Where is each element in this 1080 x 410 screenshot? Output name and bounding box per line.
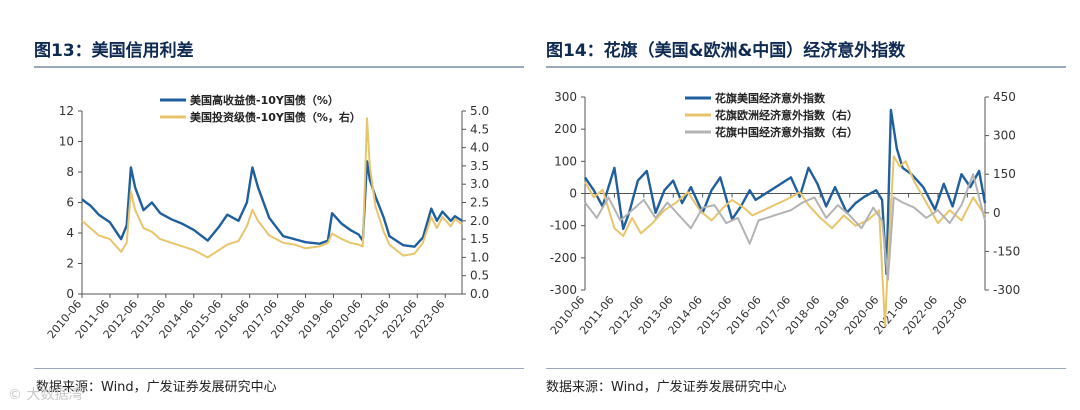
fig13-right-tick-label: 3.5 [470, 159, 489, 173]
figure-13-title: 图13：美国信用利差 [34, 41, 194, 61]
figure-13-chart: 0 2 4 6 8 10 12 0.0 0.5 1.0 1.5 2.0 2.5 3.0 3.5 4.0 4.5 5… [45, 93, 489, 341]
figure-14-title: 图14：花旗（美国&欧洲&中国）经济意外指数 [546, 41, 906, 61]
fig14-left-tick-label: -300 [550, 283, 577, 297]
fig14-legend-label-3: 花旗中国经济意外指数（右） [715, 125, 858, 139]
fig14-right-tick-label: -300 [993, 283, 1020, 297]
fig13-legend-label-1: 美国高收益债-10Y国债（%） [190, 93, 339, 107]
fig13-right-tick-label: 0.5 [470, 269, 489, 283]
fig13-right-tick-label: 3.0 [470, 177, 489, 191]
figure-13-panel: 图13：美国信用利差 0 2 4 6 8 10 12 0.0 0.5 1.0 1.5 2.0 2.5 3.… [0, 0, 530, 410]
figure-14-panel: 图14：花旗（美国&欧洲&中国）经济意外指数 -300 -200 -100 0 100 2… [540, 0, 1080, 410]
figure-13-title-rule [34, 66, 524, 68]
fig14-left-tick-label: 300 [554, 90, 577, 104]
fig13-legend-label-2: 美国投资级债-10Y国债（%，右） [190, 110, 361, 124]
figure-14-title-rule [546, 66, 1066, 68]
figure-14-chart: -300 -200 -100 0 100 200 300 -300 -150 0 150 300 450… [548, 90, 1020, 337]
figure-13-source-rule [34, 368, 524, 369]
figure-14-source: 数据来源：Wind，广发证券发展研究中心 [546, 380, 787, 395]
fig14-left-tick-label: -100 [550, 219, 577, 233]
fig13-right-tick-label: 2.0 [470, 214, 489, 228]
fig14-legend-label-1: 花旗美国经济意外指数 [715, 91, 826, 105]
fig14-legend-label-2: 花旗欧洲经济意外指数（右） [715, 108, 858, 122]
fig14-left-tick-label: 200 [554, 122, 577, 136]
fig14-left-tick-label: 0 [569, 187, 577, 201]
fig13-right-tick-label: 1.0 [470, 250, 489, 264]
fig13-left-tick-label: 8 [66, 165, 74, 179]
fig13-right-tick-label: 4.0 [470, 141, 489, 155]
fig14-series-3-line [584, 173, 986, 281]
fig14-series-2-line [584, 155, 986, 327]
fig13-right-tick-label: 5.0 [470, 104, 489, 118]
fig14-series-1-line [584, 108, 987, 276]
fig13-left-tick-label: 2 [66, 257, 74, 271]
fig14-right-tick-label: 450 [993, 90, 1016, 104]
fig13-series-1-line [81, 160, 463, 248]
fig14-left-tick-label: 100 [554, 154, 577, 168]
fig13-left-tick-label: 10 [59, 135, 74, 149]
fig13-left-tick-label: 0 [66, 287, 74, 301]
fig13-right-tick-label: 4.5 [470, 122, 489, 136]
fig13-right-tick-label: 1.5 [470, 232, 489, 246]
fig13-left-tick-label: 6 [66, 196, 74, 210]
fig13-right-tick-label: 0.0 [470, 287, 489, 301]
fig14-right-tick-label: 0 [993, 206, 1001, 220]
fig13-right-tick-label: 2.5 [470, 196, 489, 210]
figure-13-source: 数据来源：Wind，广发证券发展研究中心 [36, 380, 277, 395]
watermark-logo: © 大数据湾 [8, 387, 83, 403]
figure-14-source-rule [546, 368, 1066, 369]
fig14-right-tick-label: 300 [993, 129, 1016, 143]
fig13-left-tick-label: 4 [66, 226, 74, 240]
fig14-right-tick-label: 150 [993, 167, 1016, 181]
fig13-left-tick-label: 12 [59, 104, 74, 118]
fig14-right-tick-label: -150 [993, 244, 1020, 258]
fig14-left-tick-label: -200 [550, 251, 577, 265]
fig13-series-2-line [81, 117, 463, 259]
